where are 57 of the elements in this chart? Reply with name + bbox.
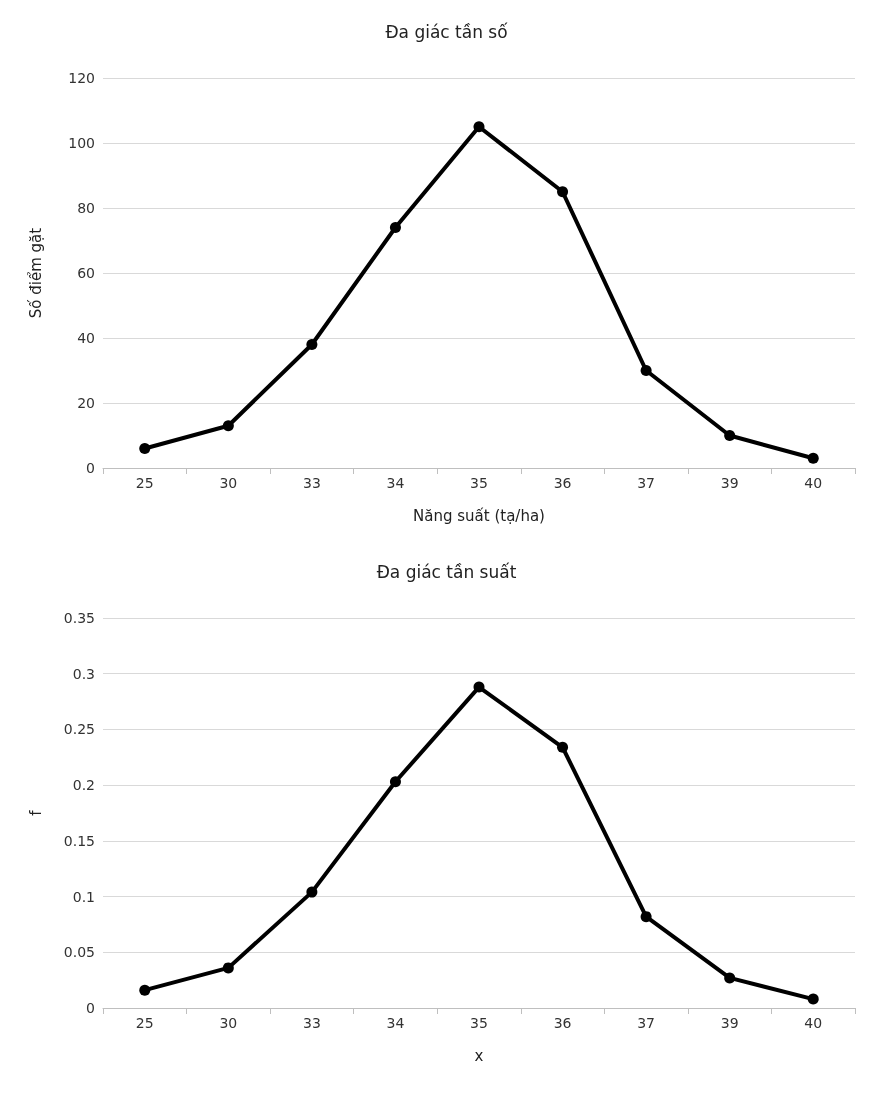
point [724, 430, 736, 441]
y-tick-label: 100 [68, 135, 95, 151]
chart-title: Đa giác tần số [385, 21, 509, 42]
point [473, 681, 485, 693]
point [557, 186, 569, 198]
y-tick-label: 0 [86, 1000, 95, 1016]
y-tick-label: 0.25 [63, 721, 95, 738]
x-tick-label: 36 [553, 1015, 572, 1031]
y-tick-label: 60 [77, 265, 95, 281]
y-tick-label: 0.1 [72, 888, 95, 905]
x-tick-label: 36 [553, 475, 572, 491]
x-tick-label: 37 [637, 475, 656, 491]
x-tick-label: 30 [219, 475, 238, 491]
point [306, 339, 318, 350]
point [807, 452, 819, 464]
x-tick-label: 40 [804, 475, 823, 491]
y-tick-label: 0.05 [63, 944, 95, 961]
point [724, 972, 736, 984]
y-tick-label: 0 [86, 460, 95, 476]
y-axis-title: f [26, 809, 45, 816]
x-tick-label: 39 [720, 1015, 739, 1031]
y-tick-label: 0.2 [72, 777, 95, 794]
point [389, 776, 401, 788]
y-tick-label: 0.3 [72, 665, 95, 682]
x-tick-label: 25 [135, 475, 154, 491]
x-tick-label: 35 [470, 475, 488, 491]
x-tick-label: 33 [302, 1015, 321, 1031]
point [640, 365, 652, 376]
y-tick-label: 20 [77, 395, 95, 411]
x-tick-label: 39 [720, 475, 739, 491]
point [389, 222, 401, 233]
x-tick-label: 40 [804, 1015, 823, 1031]
point [473, 121, 485, 133]
y-tick-label: 40 [77, 330, 95, 346]
x-tick-label: 34 [386, 1015, 405, 1031]
point [306, 886, 318, 898]
x-tick-label: 33 [302, 475, 321, 491]
point [139, 984, 151, 996]
y-tick-label: 0.35 [63, 610, 95, 626]
point [139, 443, 151, 454]
y-tick-label: 80 [77, 200, 95, 216]
point [640, 911, 652, 923]
y-tick-label: 0.15 [63, 832, 95, 849]
x-tick-label: 35 [470, 1015, 488, 1031]
point [807, 993, 819, 1005]
x-tick-label: 30 [219, 1015, 238, 1031]
point [557, 741, 569, 753]
point [222, 420, 234, 432]
point [222, 962, 234, 974]
y-axis-title: Số điểm gặt [26, 227, 45, 319]
chart-title: Đa giác tần suất [376, 561, 517, 582]
y-tick-label: 120 [68, 70, 95, 86]
x-axis-title: Năng suất (tạ/ha) [413, 506, 545, 525]
x-tick-label: 37 [637, 1015, 656, 1031]
x-tick-label: 34 [386, 475, 405, 491]
x-tick-label: 25 [135, 1015, 154, 1031]
x-axis-title: x [474, 1046, 484, 1065]
